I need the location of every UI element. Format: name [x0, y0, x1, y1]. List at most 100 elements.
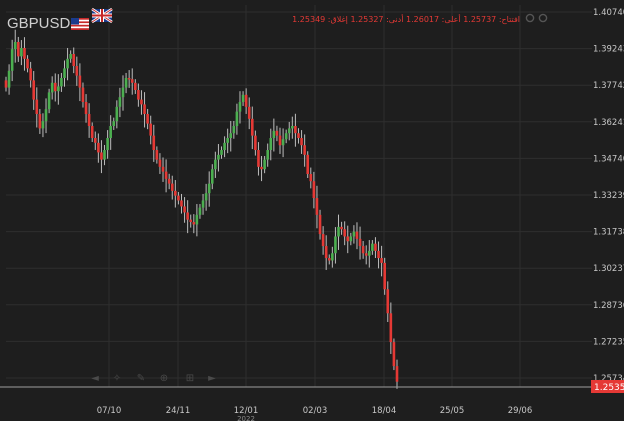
candle-body	[235, 111, 239, 127]
x-tick-label: 12/01	[234, 406, 259, 416]
candle-body	[161, 166, 165, 172]
y-tick-label: 1.37742	[593, 81, 624, 91]
candle-body	[250, 118, 254, 136]
candle-body	[60, 77, 63, 87]
x-tick-label: 25/05	[440, 406, 465, 416]
candle-body	[269, 138, 273, 151]
candle-body	[155, 150, 159, 160]
candle-body	[100, 152, 103, 160]
price-tag-value: 1.2535	[594, 383, 624, 393]
candle-body	[195, 214, 199, 225]
candle-body	[87, 114, 91, 127]
candle-body	[170, 183, 174, 191]
candle-body	[364, 253, 368, 256]
candle-body	[327, 258, 331, 261]
candle-body	[177, 195, 180, 201]
candle-body	[241, 94, 245, 103]
forward-icon[interactable]: ►	[208, 373, 216, 384]
ohlc-readout: افتتاح: 1.25737 أعلى: 1.26017 أدنى: 1.25…	[292, 14, 520, 25]
back-icon[interactable]: ◄	[91, 373, 99, 384]
candle-body	[130, 79, 134, 83]
grid	[6, 5, 592, 387]
candle-body	[263, 159, 266, 170]
candle-body	[57, 86, 60, 92]
candle-body	[167, 178, 171, 184]
y-tick-label: 1.39243	[593, 45, 624, 55]
candle-body	[278, 135, 282, 146]
candle-body	[297, 133, 300, 139]
y-tick-label: 1.40740	[593, 8, 624, 18]
candle-body	[106, 138, 109, 151]
candle-body	[35, 99, 39, 115]
chart-toolbar[interactable]: ◄ ✧ ✎ ⊕ ⊞ ►	[91, 373, 216, 384]
candle-body	[192, 222, 196, 225]
candle-body	[121, 87, 125, 98]
candle-body	[66, 58, 69, 69]
candle-body	[321, 234, 325, 247]
candle-body	[10, 49, 14, 71]
candle-body	[152, 135, 156, 151]
candle-body	[303, 145, 306, 155]
x-tick-label: 18/04	[372, 406, 397, 416]
candle-body	[223, 142, 226, 151]
candle-body	[349, 236, 353, 242]
candle-body	[7, 70, 11, 88]
candle-body	[186, 212, 189, 220]
x-tick-label: 24/11	[166, 406, 191, 416]
candle-body	[315, 198, 319, 215]
x-tick-year-label: 2022	[237, 415, 255, 421]
y-tick-label: 1.25734	[593, 374, 624, 384]
candle-body	[275, 130, 279, 136]
candle-body	[127, 77, 131, 80]
candle-body	[358, 238, 362, 247]
toggle-icon[interactable]	[538, 13, 548, 23]
candle-body	[137, 89, 140, 100]
symbol-title[interactable]: GBPUSD	[7, 15, 71, 32]
candle-body	[158, 159, 162, 167]
candle-body	[146, 114, 149, 124]
candle-body	[84, 102, 88, 115]
candle-body	[183, 206, 186, 213]
y-tick-label: 1.30237	[593, 264, 624, 274]
candle-body	[78, 75, 82, 88]
candle-body	[204, 193, 208, 201]
candle-body	[44, 109, 48, 122]
candle-body	[291, 126, 294, 129]
candle-body	[47, 92, 51, 110]
measure-icon[interactable]: ⊞	[186, 373, 194, 384]
candle-body	[337, 226, 340, 237]
candle-body	[164, 171, 168, 179]
candle-body	[367, 250, 371, 256]
candle-body	[272, 130, 276, 139]
settings-icon[interactable]	[525, 13, 535, 23]
candle-body	[118, 97, 122, 107]
candle-body	[112, 121, 116, 127]
candle-body	[53, 82, 57, 92]
candle-body	[361, 246, 365, 254]
candle-body	[374, 243, 377, 251]
candle-body	[220, 150, 223, 155]
zoom-icon[interactable]: ⊕	[160, 373, 168, 384]
price-tag: 1.2535	[591, 380, 624, 393]
candle-body	[103, 150, 106, 160]
x-tick-label: 29/06	[508, 406, 533, 416]
candle-body	[386, 289, 390, 314]
draw-icon[interactable]: ✎	[137, 373, 145, 384]
candle-body	[69, 53, 72, 59]
candle-body	[81, 87, 85, 103]
candle-body	[115, 106, 119, 122]
candle-body	[109, 126, 112, 139]
candle-body	[198, 207, 202, 215]
candle-body	[229, 133, 233, 139]
candle-body	[17, 41, 20, 57]
crosshair-icon[interactable]: ✧	[113, 373, 121, 384]
candle-body	[63, 68, 66, 78]
candle-body	[232, 126, 236, 134]
candle-body	[207, 183, 211, 194]
candle-body	[287, 128, 291, 134]
us-flag-icon	[71, 18, 89, 30]
candle-body	[309, 174, 313, 182]
